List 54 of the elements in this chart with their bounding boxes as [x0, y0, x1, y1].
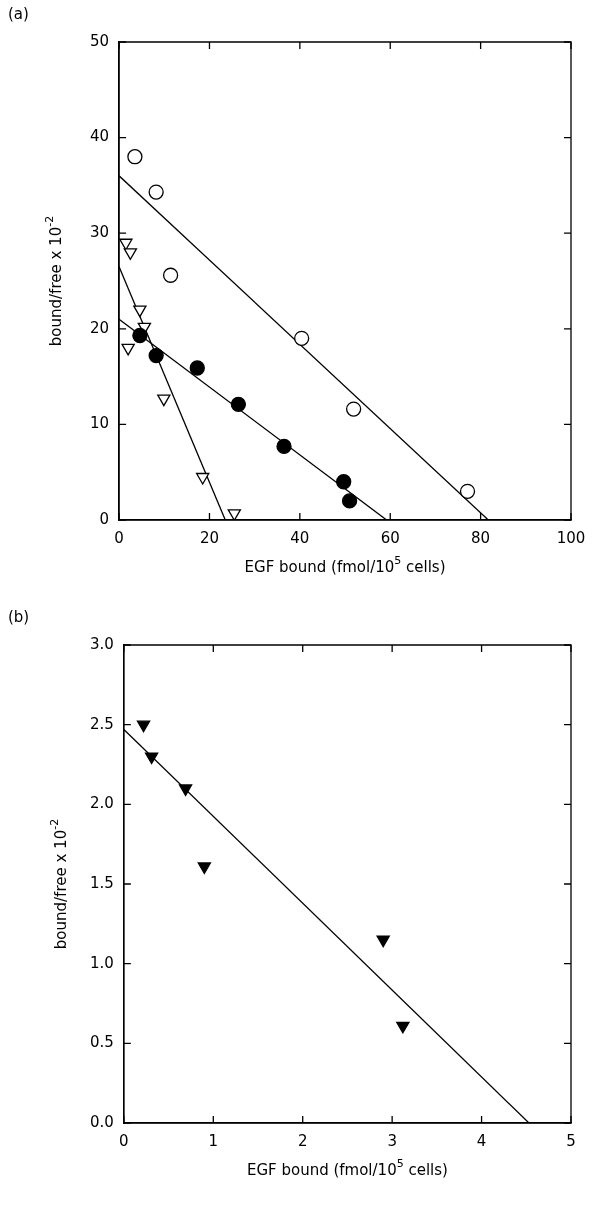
x-tick-label: 3 — [387, 1131, 397, 1150]
point — [459, 483, 476, 499]
y-tick-label: 1.0 — [90, 953, 114, 972]
point — [148, 184, 164, 200]
y-axis-title: bound/free x 10-2 — [47, 818, 70, 950]
y-tick-label: 2.0 — [90, 794, 114, 813]
point — [341, 493, 358, 509]
point — [189, 360, 205, 376]
point — [230, 396, 247, 412]
x-tick-label: 100 — [556, 528, 586, 547]
point — [133, 305, 147, 318]
y-tick-label: 2.5 — [90, 714, 114, 733]
point — [178, 784, 193, 797]
x-tick-label: 60 — [380, 528, 400, 547]
x-tick-label: 80 — [471, 528, 491, 547]
point — [127, 149, 143, 165]
y-tick-label: 1.5 — [90, 873, 114, 892]
x-tick-label: 1 — [208, 1131, 219, 1150]
y-tick-label: 0.5 — [90, 1033, 114, 1052]
y-tick-label: 0 — [99, 509, 110, 528]
x-tick-label: 4 — [476, 1131, 487, 1150]
y-tick-label: 30 — [89, 223, 110, 242]
point — [197, 862, 212, 875]
point — [132, 327, 148, 344]
point — [336, 474, 352, 490]
point — [345, 401, 362, 417]
point — [195, 472, 210, 485]
point — [123, 248, 138, 260]
chart-title: (b) — [8, 608, 30, 627]
point — [376, 935, 390, 948]
point — [136, 720, 151, 733]
y-axis-title: bound/free x 10-2 — [42, 215, 65, 347]
y-tick-label: 50 — [89, 31, 110, 50]
y-tick-label: 40 — [89, 127, 110, 146]
x-tick-label: 0 — [119, 1131, 129, 1150]
y-tick-label: 0.0 — [90, 1112, 114, 1131]
y-tick-label: 20 — [89, 318, 110, 337]
point — [396, 1021, 410, 1034]
point — [119, 238, 133, 251]
point — [162, 267, 179, 283]
point — [157, 394, 171, 407]
point — [121, 343, 135, 356]
x-tick-label: 5 — [566, 1131, 576, 1150]
y-tick-label: 3.0 — [90, 634, 114, 653]
chart-title: (a) — [8, 5, 29, 24]
point — [148, 347, 164, 364]
x-tick-label: 20 — [199, 528, 220, 547]
x-tick-label: 40 — [290, 528, 310, 547]
y-tick-label: 10 — [89, 414, 110, 433]
point — [276, 438, 292, 455]
point — [294, 330, 310, 347]
point — [144, 752, 159, 765]
point — [227, 509, 242, 520]
x-tick-label: 2 — [297, 1131, 308, 1150]
